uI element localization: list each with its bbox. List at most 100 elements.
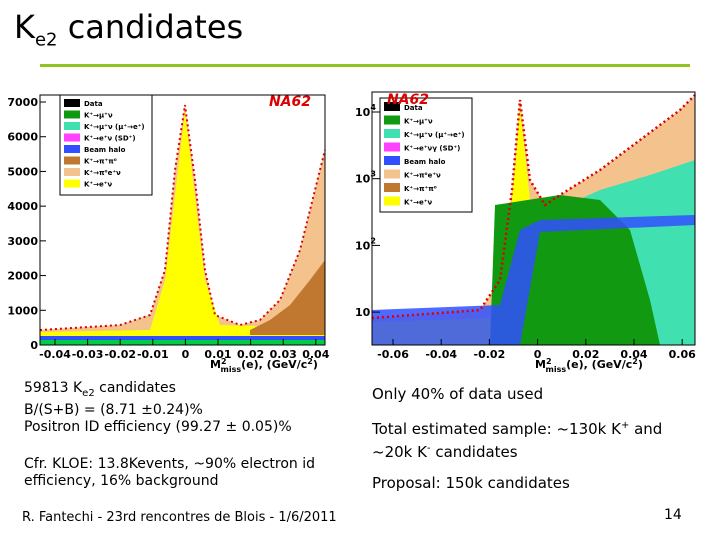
y-tick-label: 2000: [7, 270, 38, 283]
x-tick-label: -0.04: [39, 348, 71, 361]
legend-label: Beam halo: [84, 146, 126, 154]
y-tick-label: 6000: [7, 131, 38, 144]
y-tick-label: 104: [355, 103, 376, 119]
text-line: Positron ID efficiency (99.27 ± 0.05)%: [24, 418, 292, 435]
y-tick-base: 10: [355, 306, 371, 319]
text: 59813 K: [24, 380, 83, 396]
legend-swatch: [384, 196, 400, 206]
legend-label: K⁺→μ⁺ν (μ⁺→e⁺): [404, 131, 465, 139]
legend-swatch: [64, 156, 80, 165]
text-line: Only 40% of data used: [372, 385, 544, 403]
legend-label: K⁺→π⁰e⁺ν: [404, 172, 441, 180]
legend-label: K⁺→e⁺ν (SD⁺): [84, 135, 136, 143]
plot-label: NA62: [387, 92, 429, 108]
x-tick-label: -0.01: [137, 348, 169, 361]
text-line: B/(S+B) = (8.71 ±0.24)%: [24, 401, 203, 418]
x-label-part: ): [313, 358, 318, 371]
y-tick-base: 10: [355, 239, 371, 252]
text: -: [426, 443, 431, 454]
y-tick-label: 102: [355, 236, 376, 252]
legend-label: Data: [404, 104, 423, 112]
legend-swatch: [384, 183, 400, 192]
x-tick-label: -0.06: [377, 348, 409, 361]
legend-swatch: [384, 156, 400, 165]
y-ticks: 7000 6000 5000 4000 3000 2000 1000 0: [7, 96, 46, 352]
title-text: K: [14, 8, 35, 46]
legend-label: Data: [84, 100, 103, 108]
footer: R. Fantechi - 23rd rencontres de Blois -…: [22, 510, 337, 525]
x-tick-label: 0.03: [270, 348, 297, 361]
x-label: M2 miss(e), (GeV/c2): [210, 357, 318, 374]
x-label-part: miss: [221, 365, 242, 374]
y-tick-base: 10: [355, 173, 371, 186]
legend-label: Beam halo: [404, 158, 446, 166]
right-fills: [371, 94, 696, 345]
text-line: Total estimated sample: ~130k K+ and ~20…: [372, 416, 702, 462]
y-tick-exp: 3: [370, 170, 376, 179]
x-label-part: 2: [632, 357, 638, 366]
text: +: [620, 420, 630, 431]
legend-swatch: [64, 122, 80, 130]
x-tick-label: 0.04: [302, 348, 329, 361]
x-label-part: ): [638, 358, 643, 371]
x-tick-label: -0.03: [72, 348, 104, 361]
x-label-part: 2: [221, 357, 227, 366]
x-tick-label: -0.04: [425, 348, 457, 361]
y-tick-exp: 2: [370, 236, 376, 245]
y-tick-label: 1000: [7, 304, 38, 317]
legend-swatch: [64, 99, 80, 107]
x-tick-label: -0.02: [474, 348, 506, 361]
x-label-part: (e), (GeV/c: [241, 358, 307, 371]
legend-label: K⁺→e⁺ν: [404, 199, 432, 207]
x-tick-label: 0.02: [237, 348, 264, 361]
legend-swatch: [384, 142, 400, 152]
legend-swatch: [64, 145, 80, 153]
title: Ke2 candidates: [14, 8, 243, 50]
legend-label: K⁺→e⁺ν: [84, 181, 112, 189]
x-label-part: 2: [546, 357, 552, 366]
x-tick-label: 0.04: [620, 348, 647, 361]
legend: Data K⁺→μ⁺ν K⁺→μ⁺ν (μ⁺→e⁺) K⁺→e⁺ν (SD⁺) Beam…: [64, 99, 145, 189]
page-number: 14: [664, 507, 682, 523]
legend-swatch: [64, 168, 80, 176]
right-text: Only 40% of data used Total estimated sa…: [372, 385, 702, 493]
y-tick-label: 3000: [7, 235, 38, 248]
y-tick-exp: 4: [370, 103, 376, 112]
x-ticks: -0.04 -0.03 -0.02 -0.01 0 0.01 0.02 0.03 0.04: [39, 339, 330, 361]
x-label-part: (e), (GeV/c: [566, 358, 632, 371]
y-tick-label: 0: [30, 339, 38, 352]
legend-label: K⁺→μ⁺ν (μ⁺→e⁺): [84, 123, 145, 131]
text: e2: [82, 387, 95, 399]
x-label-part: 2: [307, 357, 313, 366]
axes: [371, 91, 696, 346]
y-tick-label: 7000: [7, 96, 38, 109]
left-fills: [39, 104, 326, 345]
legend-swatch: [384, 169, 400, 179]
x-label-part: miss: [546, 365, 567, 374]
legend-box: [379, 97, 473, 213]
text: candidates: [94, 380, 176, 396]
legend-label: K⁺→π⁺π⁰: [84, 158, 117, 166]
legend: Data K⁺→μ⁺ν K⁺→μ⁺ν (μ⁺→e⁺) K⁺→e⁺νγ (SD⁺) Bea…: [384, 102, 465, 207]
title-rule: [40, 64, 690, 67]
x-label-part: M: [210, 358, 221, 371]
x-tick-label: -0.02: [104, 348, 136, 361]
legend-label: K⁺→μ⁺ν: [404, 118, 433, 126]
y-tick-label: 4000: [7, 200, 38, 213]
text-line: 59813 Ke2 candidates: [24, 380, 354, 402]
y-tick-label: 5000: [7, 165, 38, 178]
x-tick-label: 0.02: [572, 348, 599, 361]
text: candidates: [430, 443, 518, 461]
text: Total estimated sample: ~130k K: [372, 420, 621, 438]
x-label: M2 miss(e), (GeV/c2): [535, 357, 643, 374]
legend-label: K⁺→e⁺νγ (SD⁺): [404, 145, 460, 153]
text-line: Proposal: 150k candidates: [372, 474, 570, 492]
x-ticks: -0.06 -0.04 -0.02 0 0.02 0.04 0.06: [377, 339, 696, 361]
legend-swatch: [384, 115, 400, 125]
x-tick-label: 0.01: [204, 348, 231, 361]
x-tick-label: 0: [534, 348, 542, 361]
text-line: Cfr. KLOE: 13.8Kevents, ~90% electron id…: [24, 455, 316, 489]
